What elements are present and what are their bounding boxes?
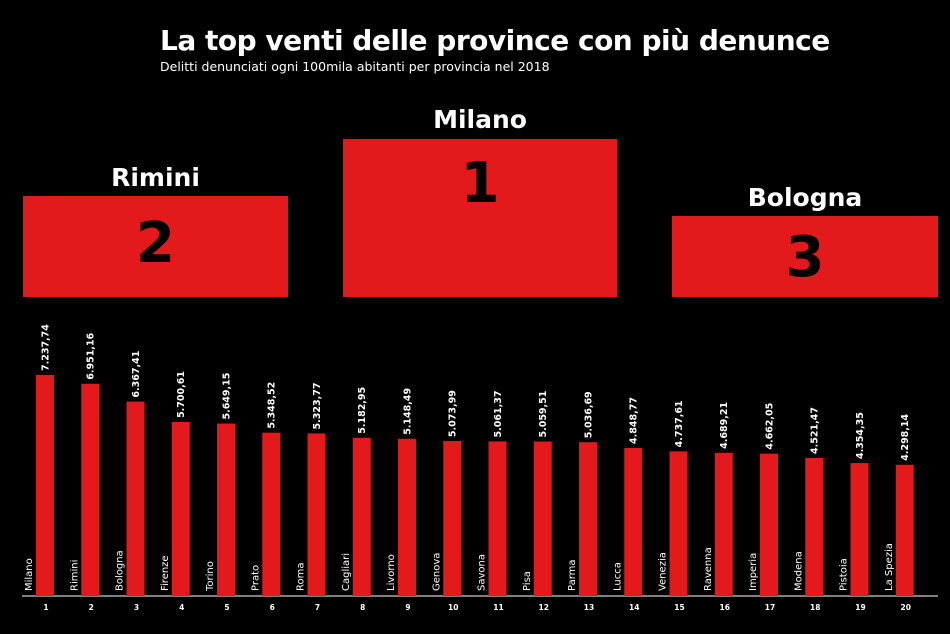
value-label: 4.689,21 xyxy=(719,402,730,449)
podium-block-second: 2 xyxy=(23,196,288,297)
bar-bologna xyxy=(126,401,145,596)
rank-label: 12 xyxy=(539,603,549,612)
value-label: 5.059,51 xyxy=(538,391,549,438)
category-label: Prato xyxy=(250,565,261,591)
rank-label: 4 xyxy=(179,603,184,612)
bar-prato xyxy=(262,432,281,596)
value-label: 4.662,05 xyxy=(765,403,776,450)
chart-subtitle: Delitti denunciati ogni 100mila abitanti… xyxy=(160,59,550,74)
podium-rank-first: 1 xyxy=(460,151,500,216)
rank-label: 10 xyxy=(448,603,458,612)
bar-firenze xyxy=(171,421,190,596)
bar-imperia xyxy=(760,453,778,596)
podium-rank-second: 2 xyxy=(136,211,175,276)
podium-name-first: Milano xyxy=(433,105,527,134)
podium-name-third: Bologna xyxy=(747,183,863,212)
category-label: Parma xyxy=(567,559,578,591)
rank-label: 11 xyxy=(493,603,503,612)
value-label: 4.298,14 xyxy=(900,413,911,460)
bar-milano xyxy=(36,375,54,596)
podium-block-first: 1 xyxy=(343,139,617,297)
podium-block-third: 3 xyxy=(672,216,938,297)
rank-label: 13 xyxy=(584,603,594,612)
value-label: 6.951,16 xyxy=(86,332,97,379)
category-label: Pistoia xyxy=(839,558,850,591)
category-label: Rimini xyxy=(69,560,80,591)
rank-label: 16 xyxy=(720,603,730,612)
bar-venezia xyxy=(669,451,688,596)
bar-lucca xyxy=(624,447,643,596)
value-label: 7.237,74 xyxy=(41,324,52,371)
rank-label: 5 xyxy=(224,603,229,612)
rank-label: 7 xyxy=(315,603,320,612)
category-label: Cagliari xyxy=(341,553,352,591)
rank-label: 6 xyxy=(270,603,275,612)
bars-group: 7.237,74 Milano 1 6.951,16 Rimini 2 6.367,41 Bo… xyxy=(24,324,914,612)
rank-label: 9 xyxy=(405,603,410,612)
podium-name-second: Rimini xyxy=(111,163,200,192)
category-label: Ravenna xyxy=(703,547,714,591)
category-label: Imperia xyxy=(748,553,759,591)
rank-label: 19 xyxy=(855,603,865,612)
bar-pistoia xyxy=(850,463,869,596)
category-label: Genova xyxy=(431,553,442,591)
value-label: 5.073,99 xyxy=(448,390,459,437)
bar-roma xyxy=(307,433,326,596)
rank-label: 8 xyxy=(360,603,365,612)
value-label: 4.737,61 xyxy=(674,400,685,447)
bar-ravenna xyxy=(714,452,733,596)
rank-label: 15 xyxy=(674,603,684,612)
rank-label: 20 xyxy=(901,603,911,612)
bar-modena xyxy=(805,457,824,596)
category-label: Pisa xyxy=(522,571,533,591)
rank-label: 1 xyxy=(43,603,48,612)
value-label: 4.848,77 xyxy=(629,397,640,444)
value-label: 5.348,52 xyxy=(267,382,278,429)
bar-la-spezia xyxy=(895,464,914,596)
category-label: Lucca xyxy=(612,562,623,591)
value-label: 6.367,41 xyxy=(131,351,142,398)
category-label: Roma xyxy=(296,563,307,592)
value-label: 5.148,49 xyxy=(403,388,414,435)
category-label: Savona xyxy=(477,554,488,591)
bar-livorno xyxy=(398,438,416,596)
rank-label: 2 xyxy=(89,603,94,612)
category-label: Torino xyxy=(205,561,216,592)
value-label: 5.700,61 xyxy=(176,371,187,418)
category-label: Firenze xyxy=(160,555,171,591)
value-label: 5.182,95 xyxy=(357,387,368,434)
bar-genova xyxy=(443,441,462,596)
bar-cagliari xyxy=(352,437,371,596)
category-label: Modena xyxy=(793,551,804,591)
rank-label: 18 xyxy=(810,603,820,612)
value-label: 5.061,37 xyxy=(493,391,504,438)
podium-rank-third: 3 xyxy=(785,225,825,290)
bar-parma xyxy=(579,442,597,596)
value-label: 5.649,15 xyxy=(222,373,233,420)
bar-rimini xyxy=(81,383,100,596)
category-label: Venezia xyxy=(658,552,669,591)
rank-label: 3 xyxy=(134,603,139,612)
rank-label: 17 xyxy=(765,603,775,612)
category-label: Milano xyxy=(24,558,35,591)
category-label: Bologna xyxy=(115,550,126,591)
bar-torino xyxy=(217,423,235,596)
category-label: La Spezia xyxy=(884,543,895,591)
value-label: 5.036,69 xyxy=(584,391,595,438)
value-label: 4.521,47 xyxy=(810,407,821,454)
value-label: 4.354,35 xyxy=(855,412,866,459)
bar-pisa xyxy=(533,441,552,596)
bar-savona xyxy=(488,441,507,596)
category-label: Livorno xyxy=(386,554,397,591)
rank-label: 14 xyxy=(629,603,639,612)
value-label: 5.323,77 xyxy=(312,383,323,430)
chart-title: La top venti delle province con più denu… xyxy=(160,24,830,57)
